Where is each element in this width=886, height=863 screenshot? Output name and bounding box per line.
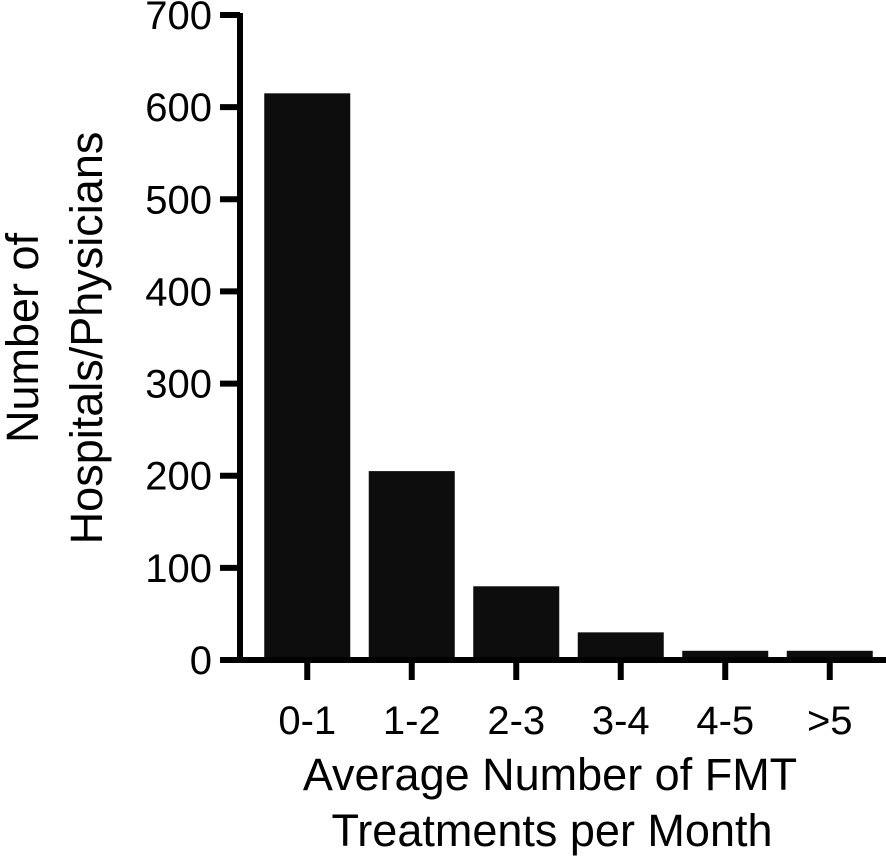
bar-4-5 (682, 650, 769, 660)
bar->5 (786, 650, 873, 660)
y-tick-label-200: 200 (145, 455, 212, 499)
x-tick-label->5: >5 (807, 699, 853, 743)
x-axis-title-line-2: Treatments per Month (331, 805, 772, 856)
y-tick-label-500: 500 (145, 178, 212, 222)
x-tick-label-2-3: 2-3 (487, 699, 545, 743)
y-tick-label-600: 600 (145, 86, 212, 130)
x-tick-label-3-4: 3-4 (592, 699, 650, 743)
x-axis-title-line-1: Average Number of FMT (303, 749, 797, 800)
y-axis: 0 100 200 300 400 500 600 700 (145, 0, 243, 683)
bar-0-1 (264, 93, 351, 661)
y-tick-label-700: 700 (145, 0, 212, 38)
y-axis-title-line-1: Number of (0, 232, 48, 443)
x-tick-label-1-2: 1-2 (383, 699, 441, 743)
y-axis-title-line-2: Hospitals/Physicians (61, 132, 112, 545)
x-tick-label-0-1: 0-1 (278, 699, 336, 743)
y-tick-label-300: 300 (145, 363, 212, 407)
y-tick-label-0: 0 (190, 639, 212, 683)
bar-3-4 (577, 632, 664, 660)
x-tick-label-4-5: 4-5 (696, 699, 754, 743)
bar-1-2 (368, 471, 455, 660)
bars-group (264, 93, 873, 661)
y-tick-label-100: 100 (145, 547, 212, 591)
x-axis: 0-1 1-2 2-3 3-4 4-5 >5 (237, 657, 886, 743)
y-axis-title: Number of Hospitals/Physicians (0, 132, 112, 545)
x-axis-title: Average Number of FMT Treatments per Mon… (303, 749, 797, 856)
bar-2-3 (473, 586, 560, 660)
y-tick-label-400: 400 (145, 270, 212, 314)
